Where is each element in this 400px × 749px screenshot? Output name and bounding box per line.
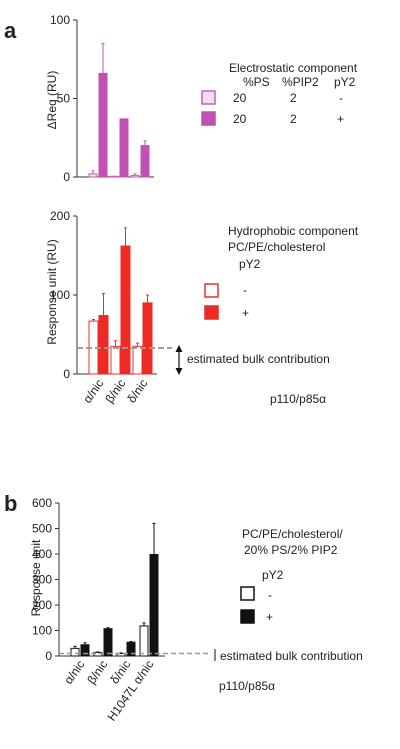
bar: [110, 345, 121, 375]
bars: [70, 522, 159, 657]
bar: [98, 72, 108, 178]
y-tick-label: 100: [32, 624, 52, 638]
legend-swatch-plus: [204, 305, 219, 320]
bar: [119, 118, 129, 178]
legend-header: pY2: [262, 568, 284, 582]
y-tick-label: 500: [32, 522, 52, 536]
panel-b-chart: b Response unit 0 100 200 300 400 500 600 α/ni…: [4, 491, 363, 724]
electrostatic-chart: a ΔReq (RU) 0 50 100 Electrostatic compone…: [4, 13, 358, 184]
legend-swatch-plus: [240, 609, 255, 624]
legend-title: Electrostatic component: [229, 61, 358, 75]
legend-header-py2: pY2: [334, 75, 356, 89]
bar: [142, 302, 153, 375]
y-tick-label: 0: [63, 170, 70, 184]
legend-row-minus: -: [268, 588, 272, 602]
y-tick-label: 200: [32, 598, 52, 612]
group-label: p110/p85α: [270, 392, 326, 406]
legend-title-line2: PC/PE/cholesterol: [228, 240, 325, 254]
bulk-arrow: [175, 345, 183, 375]
panel-letter-a: a: [4, 18, 17, 43]
bulk-contribution-label: estimated bulk contribution: [220, 649, 363, 663]
y-ticks: 0 50 100: [50, 13, 77, 184]
y-tick-label: 100: [50, 288, 70, 302]
bars: [88, 227, 153, 375]
y-tick-label: 300: [32, 573, 52, 587]
bars: [88, 43, 150, 178]
legend-header-pip2: %PIP2: [282, 75, 319, 89]
legend-row-plus: +: [242, 306, 249, 320]
y-tick-label: 100: [50, 13, 70, 27]
bar: [88, 173, 98, 178]
legend-title-line2: 20% PS/2% PIP2: [244, 543, 338, 557]
legend-title-line1: Hydrophobic component: [228, 224, 359, 238]
bulk-contribution-label: estimated bulk contribution: [187, 352, 330, 366]
legend-title-line1: PC/PE/cholesterol/: [242, 527, 343, 541]
legend-swatch-minus: [204, 283, 219, 298]
bar: [70, 647, 80, 657]
legend-header-ps: %PS: [243, 75, 270, 89]
y-axis-label: ΔReq (RU): [45, 71, 59, 130]
y-tick-label: 0: [45, 649, 52, 663]
legend-row1-ps: 20: [233, 91, 247, 105]
bar: [140, 145, 150, 178]
legend: Hydrophobic component PC/PE/cholesterol …: [204, 224, 359, 320]
legend-swatch-plus: [201, 111, 216, 126]
y-axis-label: Response unit (RU): [45, 239, 59, 344]
legend-row1-py2: -: [339, 91, 343, 105]
category-label: β/nic: [102, 377, 128, 406]
category-label: α/nic: [80, 377, 106, 406]
group-label: p110/p85α: [219, 679, 275, 693]
legend-row2-py2: +: [337, 112, 344, 126]
bar: [109, 175, 119, 178]
y-ticks: 0 100 200: [50, 209, 77, 381]
y-tick-label: 0: [63, 367, 70, 381]
legend-header: pY2: [239, 257, 261, 271]
bar: [98, 315, 109, 375]
bar: [130, 174, 140, 178]
bar: [149, 554, 159, 657]
legend-swatch-minus: [240, 586, 255, 601]
legend-row-minus: -: [243, 283, 247, 297]
y-tick-label: 400: [32, 547, 52, 561]
y-tick-label: 600: [32, 496, 52, 510]
y-tick-label: 200: [50, 209, 70, 223]
category-label: δ/nic: [124, 377, 150, 406]
panel-letter-b: b: [4, 491, 17, 516]
category-label: β/nic: [84, 658, 110, 687]
hydrophobic-chart: Response unit (RU) 0 100 200 α/nicβ/nicδ/n…: [45, 209, 359, 406]
legend-row-plus: +: [266, 610, 273, 624]
legend-row2-pip2: 2: [290, 112, 297, 126]
bar: [103, 628, 113, 657]
bar: [132, 345, 143, 375]
bar: [120, 245, 131, 375]
bar: [139, 625, 149, 657]
y-axis-label: Response unit: [29, 539, 43, 616]
category-label: α/nic: [61, 658, 87, 687]
legend-row2-ps: 20: [233, 112, 247, 126]
legend: PC/PE/cholesterol/ 20% PS/2% PIP2 pY2 - …: [240, 527, 343, 624]
legend: Electrostatic component %PS %PIP2 pY2 20…: [201, 61, 358, 126]
legend-swatch-minus: [201, 90, 216, 105]
y-ticks: 0 100 200 300 400 500 600: [32, 496, 59, 663]
legend-row1-pip2: 2: [290, 91, 297, 105]
y-tick-label: 50: [57, 92, 71, 106]
bar: [80, 644, 90, 657]
